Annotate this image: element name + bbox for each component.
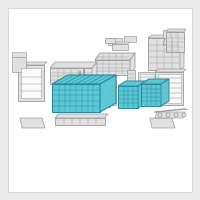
Polygon shape — [55, 114, 108, 118]
Polygon shape — [105, 38, 115, 43]
Polygon shape — [158, 74, 181, 103]
Polygon shape — [163, 38, 185, 45]
Polygon shape — [127, 70, 135, 82]
Polygon shape — [166, 29, 186, 32]
Polygon shape — [138, 72, 155, 93]
Polygon shape — [18, 65, 44, 101]
Polygon shape — [118, 81, 146, 86]
Polygon shape — [150, 118, 175, 128]
Polygon shape — [102, 85, 110, 95]
Circle shape — [166, 113, 170, 117]
Polygon shape — [155, 112, 185, 118]
Polygon shape — [12, 52, 26, 57]
Polygon shape — [102, 97, 110, 107]
Polygon shape — [108, 38, 122, 45]
Circle shape — [174, 113, 178, 117]
Polygon shape — [138, 81, 146, 108]
Polygon shape — [130, 53, 135, 75]
Polygon shape — [8, 8, 192, 192]
Polygon shape — [163, 30, 183, 38]
Circle shape — [182, 113, 186, 117]
Polygon shape — [180, 35, 184, 70]
Polygon shape — [110, 80, 116, 105]
Polygon shape — [50, 62, 97, 68]
Polygon shape — [18, 62, 47, 65]
Polygon shape — [102, 83, 112, 85]
Polygon shape — [155, 72, 183, 105]
Polygon shape — [148, 35, 184, 38]
Polygon shape — [20, 118, 45, 128]
Polygon shape — [52, 84, 100, 112]
Polygon shape — [166, 32, 184, 52]
Polygon shape — [12, 57, 26, 72]
Polygon shape — [141, 79, 169, 84]
Polygon shape — [124, 36, 136, 42]
Polygon shape — [95, 60, 130, 75]
Polygon shape — [140, 74, 154, 91]
Polygon shape — [88, 80, 115, 88]
Polygon shape — [52, 75, 116, 84]
Polygon shape — [112, 42, 130, 44]
Polygon shape — [50, 68, 92, 84]
Circle shape — [158, 113, 162, 117]
Polygon shape — [148, 38, 180, 70]
Polygon shape — [55, 118, 105, 125]
Polygon shape — [161, 79, 169, 106]
Polygon shape — [100, 75, 116, 112]
Polygon shape — [21, 68, 41, 98]
Polygon shape — [95, 53, 135, 60]
Polygon shape — [88, 76, 117, 80]
Polygon shape — [118, 86, 138, 108]
Polygon shape — [155, 69, 186, 72]
Polygon shape — [141, 84, 161, 106]
Polygon shape — [92, 62, 97, 84]
Polygon shape — [112, 44, 128, 50]
